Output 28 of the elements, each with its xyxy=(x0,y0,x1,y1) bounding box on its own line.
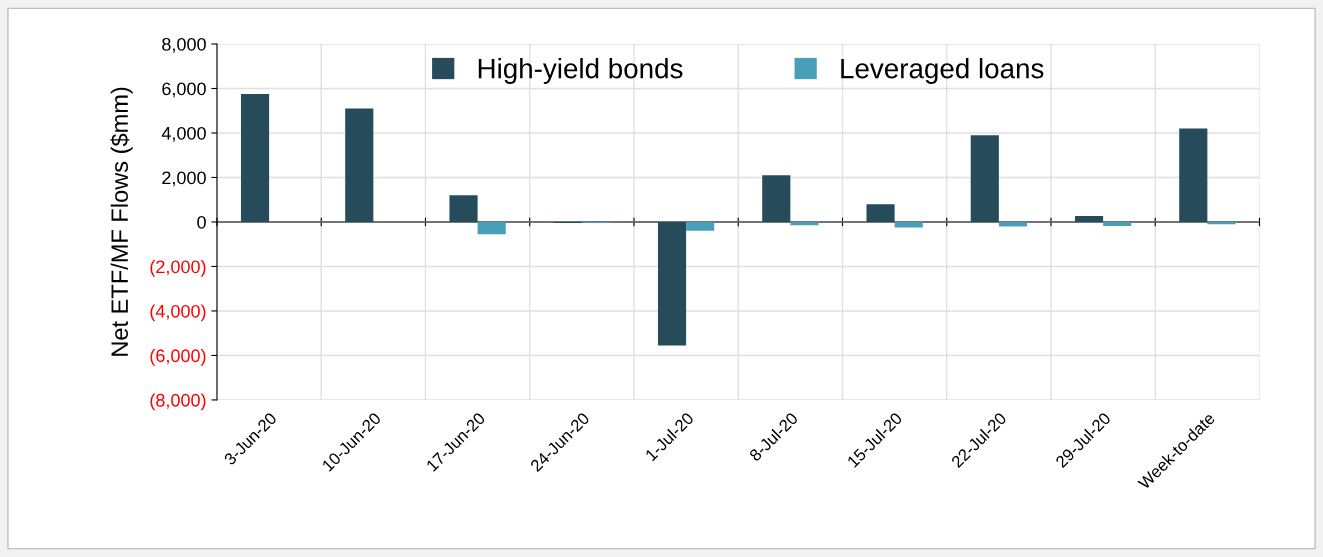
bar xyxy=(998,221,1028,227)
y-tick-label: 2,000 xyxy=(162,171,206,187)
bar xyxy=(686,221,715,231)
bar xyxy=(1074,215,1104,222)
bar xyxy=(762,175,791,222)
y-tick-label: (6,000) xyxy=(150,348,206,366)
bar xyxy=(1207,221,1236,225)
y-tick-label: (8,000) xyxy=(150,393,206,411)
bar xyxy=(345,108,374,222)
y-tick-label: (4,000) xyxy=(150,304,206,322)
y-tick-label: (2,000) xyxy=(150,259,206,277)
bar xyxy=(894,221,923,228)
y-tick-label: 4,000 xyxy=(161,126,206,142)
bar xyxy=(1103,221,1132,226)
bar xyxy=(790,221,819,226)
bar xyxy=(970,135,999,222)
bar xyxy=(1179,128,1208,222)
y-axis-title: Net ETF/MF Flows ($mm) xyxy=(110,87,133,356)
bar xyxy=(449,195,478,222)
bar xyxy=(657,221,687,346)
bar xyxy=(866,204,895,222)
legend-label: High-yield bonds xyxy=(478,58,683,84)
y-tick-label: 0 xyxy=(197,215,206,229)
bar xyxy=(240,94,270,222)
y-tick-label: 6,000 xyxy=(162,82,206,98)
legend-label: Leveraged loans xyxy=(841,58,1044,84)
y-tick-label: 8,000 xyxy=(162,37,206,53)
bar xyxy=(477,221,506,235)
